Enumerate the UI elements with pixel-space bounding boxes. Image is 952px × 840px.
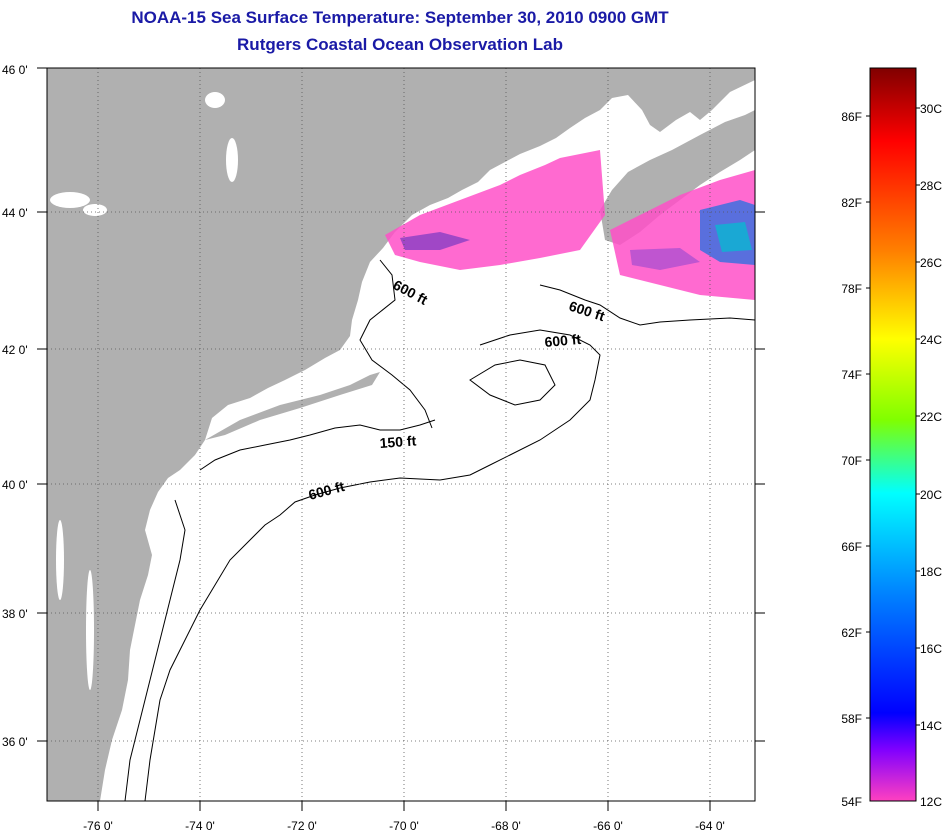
cb-f-label-58: 58F — [841, 712, 862, 726]
cb-c-label-12: 12C — [920, 795, 942, 809]
contour-600ft-north — [359, 259, 433, 429]
contour-150ft — [199, 419, 436, 471]
contour-georges-inner — [469, 359, 556, 406]
contour-label-150ft: 150 ft — [379, 432, 417, 451]
contour-label-600ft-3: 600 ft — [544, 331, 582, 350]
cb-c-label-20: 20C — [920, 488, 942, 502]
lon-label-76: -76 0' — [83, 819, 113, 833]
lon-label-64: -64 0' — [695, 819, 725, 833]
lon-label-70: -70 0' — [389, 819, 419, 833]
cb-c-label-16: 16C — [920, 642, 942, 656]
cb-f-label-70: 70F — [841, 454, 862, 468]
cb-c-label-22: 22C — [920, 410, 942, 424]
sst-data-patches — [385, 150, 755, 300]
lat-label-36: 36 0' — [2, 735, 28, 749]
map-frame — [46, 67, 756, 802]
cb-f-label-66: 66F — [841, 540, 862, 554]
contour-600ft-georges — [144, 329, 601, 801]
cb-c-label-30: 30C — [920, 102, 942, 116]
lakes — [50, 92, 238, 690]
contour-600ft-gulf — [539, 284, 755, 326]
map-title: NOAA-15 Sea Surface Temperature: Septemb… — [131, 8, 669, 27]
cb-f-label-74: 74F — [841, 368, 862, 382]
map-subtitle: Rutgers Coastal Ocean Observation Lab — [237, 35, 563, 54]
cb-c-label-24: 24C — [920, 333, 942, 347]
lon-label-68: -68 0' — [491, 819, 521, 833]
cb-f-label-86: 86F — [841, 110, 862, 124]
axis-ticks — [37, 67, 765, 811]
cb-c-label-18: 18C — [920, 565, 942, 579]
land-nova-scotia — [600, 110, 755, 245]
cb-f-label-54: 54F — [841, 795, 862, 809]
contour-inner-shelf — [124, 499, 186, 801]
cb-c-label-14: 14C — [920, 719, 942, 733]
colorbar — [869, 67, 917, 802]
land-north-america — [47, 68, 755, 801]
lat-label-44: 44 0' — [2, 206, 28, 220]
colorbar-ticks — [866, 107, 920, 726]
lon-label-66: -66 0' — [593, 819, 623, 833]
lat-label-40: 40 0' — [2, 478, 28, 492]
lon-label-72: -72 0' — [287, 819, 317, 833]
cb-f-label-82: 82F — [841, 196, 862, 210]
cb-f-label-62: 62F — [841, 626, 862, 640]
lon-label-74: -74 0' — [185, 819, 215, 833]
cb-c-label-28: 28C — [920, 179, 942, 193]
land-long-island — [205, 372, 380, 440]
lat-label-42: 42 0' — [2, 343, 28, 357]
lat-label-46: 46 0' — [2, 63, 28, 77]
cb-f-label-78: 78F — [841, 282, 862, 296]
lat-label-38: 38 0' — [2, 607, 28, 621]
depth-contours — [124, 259, 755, 801]
cb-c-label-26: 26C — [920, 256, 942, 270]
